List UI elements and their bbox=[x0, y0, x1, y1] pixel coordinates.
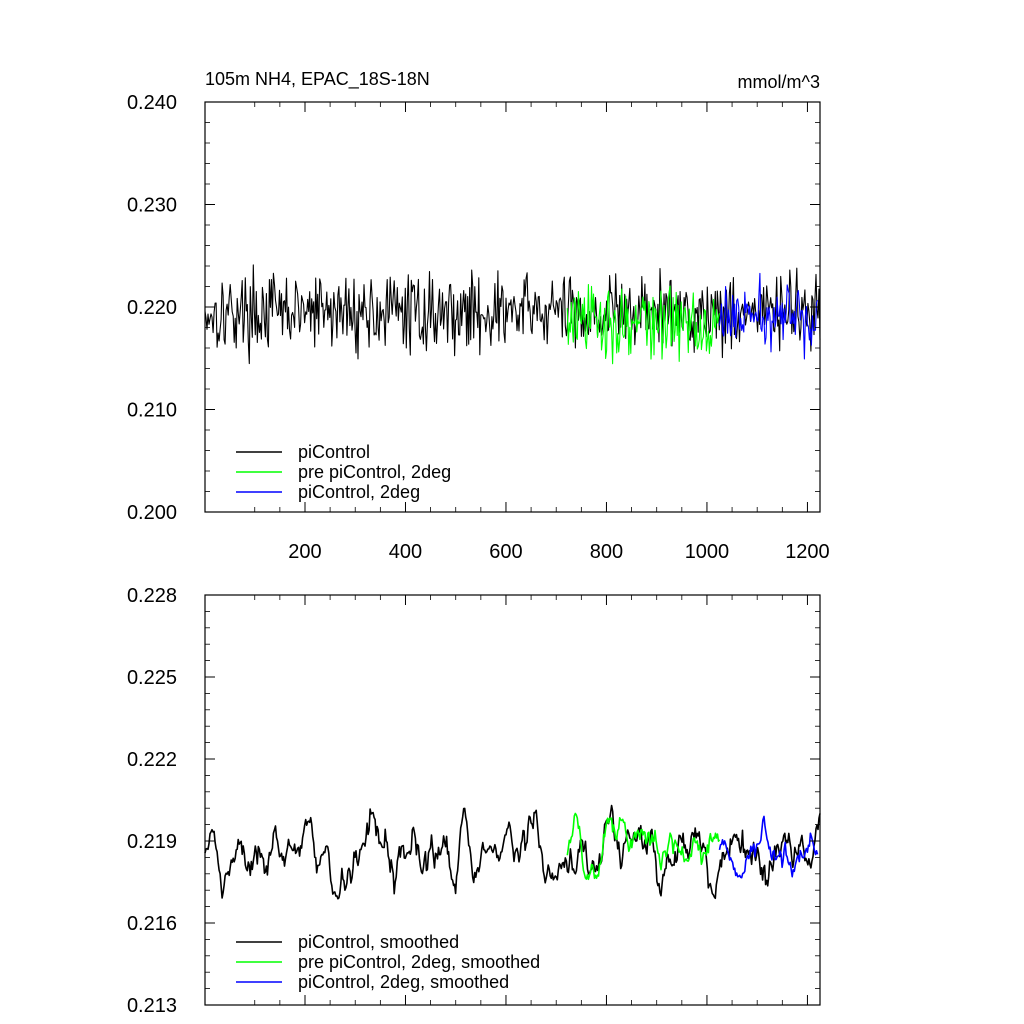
x-tick-label: 800 bbox=[590, 541, 623, 563]
top-series-group bbox=[204, 264, 821, 365]
top-panel: 0.200 0.210 0.220 0.230 0.240 200 400 600 800 100… bbox=[127, 69, 830, 563]
x-tick-label: 400 bbox=[389, 541, 422, 563]
y-tick-label: 0.200 bbox=[127, 502, 177, 524]
y-tick-label: 0.220 bbox=[127, 297, 177, 319]
bottom-series-group bbox=[204, 804, 821, 900]
y-tick-label: 0.240 bbox=[127, 92, 177, 114]
y-tick-label: 0.222 bbox=[127, 749, 177, 771]
legend-label: piControl, smoothed bbox=[298, 932, 459, 952]
y-tick-label: 0.213 bbox=[127, 995, 177, 1017]
bottom-plot-frame bbox=[204, 594, 821, 1006]
y-tick-label: 0.230 bbox=[127, 195, 177, 217]
series-line-bottom-1 bbox=[566, 812, 721, 881]
x-tick-label: 1000 bbox=[685, 541, 730, 563]
y-tick-label: 0.219 bbox=[127, 831, 177, 853]
y-tick-label: 0.216 bbox=[127, 913, 177, 935]
y-tick-label: 0.225 bbox=[127, 667, 177, 689]
series-line-top-2 bbox=[718, 272, 819, 360]
y-tick-label: 0.228 bbox=[127, 585, 177, 607]
x-tick-label: 1200 bbox=[785, 541, 830, 563]
top-ticks: 0.200 0.210 0.220 0.230 0.240 200 400 600 800 100… bbox=[127, 92, 830, 563]
legend-label: piControl, 2deg, smoothed bbox=[298, 972, 509, 992]
legend-label: pre piControl, 2deg bbox=[298, 462, 451, 482]
series-line-top-0 bbox=[204, 264, 821, 365]
x-tick-label: 600 bbox=[489, 541, 522, 563]
series-line-top-1 bbox=[566, 283, 721, 365]
series-line-bottom-2 bbox=[718, 815, 819, 879]
top-units-label: mmol/m^3 bbox=[738, 72, 820, 92]
legend-label: pre piControl, 2deg, smoothed bbox=[298, 952, 540, 972]
x-tick-label: 200 bbox=[288, 541, 321, 563]
top-chart-title: 105m NH4, EPAC_18S-18N bbox=[205, 69, 430, 90]
bottom-panel: 0.213 0.216 0.219 0.222 0.225 0.228 piControl… bbox=[127, 585, 821, 1017]
y-tick-label: 0.210 bbox=[127, 400, 177, 422]
legend-label: piControl, 2deg bbox=[298, 482, 420, 502]
bottom-ticks: 0.213 0.216 0.219 0.222 0.225 0.228 bbox=[127, 585, 820, 1017]
legend-label: piControl bbox=[298, 442, 370, 462]
series-line-bottom-0 bbox=[204, 804, 821, 900]
